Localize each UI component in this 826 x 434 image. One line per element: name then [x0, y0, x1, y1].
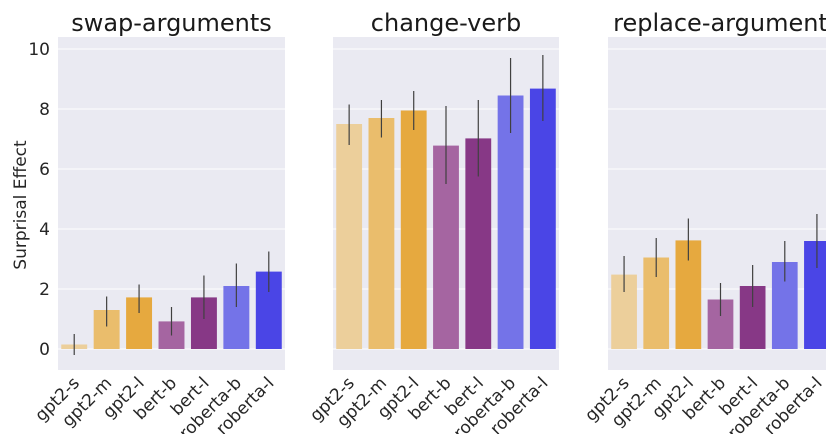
panel: swap-argumentsgpt2-sgpt2-mgpt2-lbert-bbe…	[31, 9, 285, 434]
y-axis-label: Surprisal Effect	[11, 140, 31, 270]
y-tick-label: 2	[39, 280, 50, 300]
bar	[529, 88, 556, 349]
y-tick-label: 4	[39, 220, 50, 240]
bar	[368, 118, 395, 349]
bar	[336, 124, 363, 349]
panel-title: swap-arguments	[71, 9, 272, 37]
panel: replace-argumentgpt2-sgpt2-mgpt2-lbert-b…	[581, 9, 826, 434]
y-tick-label: 0	[39, 340, 50, 360]
bar	[400, 110, 427, 349]
bar	[497, 95, 524, 349]
y-tick-label: 6	[39, 160, 50, 180]
panels: swap-argumentsgpt2-sgpt2-mgpt2-lbert-bbe…	[31, 9, 826, 434]
panel-title: replace-argument	[613, 9, 826, 37]
panel: change-verbgpt2-sgpt2-mgpt2-lbert-bbert-…	[306, 9, 559, 434]
bar	[804, 241, 826, 349]
y-tick-label: 8	[39, 100, 50, 120]
y-tick-label: 10	[28, 40, 50, 60]
y-tick-labels: 0 2 4 6 8 10	[28, 40, 50, 360]
panel-title: change-verb	[371, 9, 521, 37]
